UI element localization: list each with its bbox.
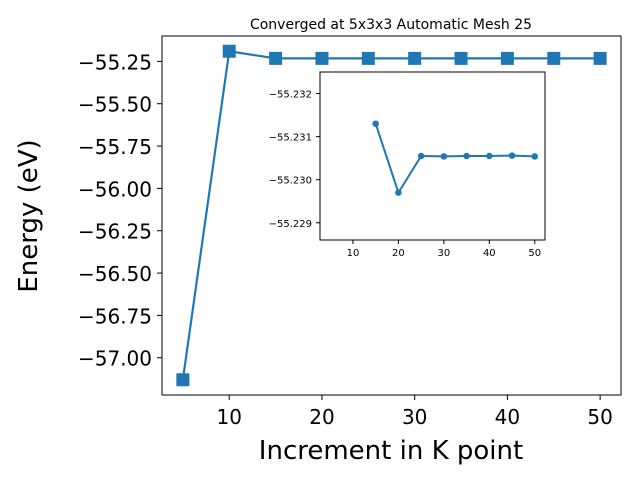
main-data-point (176, 373, 190, 387)
main-y-tick-label: −56.75 (78, 304, 152, 328)
inset-series-line (374, 123, 535, 195)
inset-data-point (372, 120, 379, 127)
chart-title: Converged at 5x3x3 Automatic Mesh 25 (250, 17, 532, 33)
main-data-point (500, 51, 514, 65)
inset-y-tick-label: −55.232 (269, 90, 312, 101)
inset-x-tick-label: 20 (392, 248, 405, 259)
main-x-tick-label: 50 (587, 405, 612, 429)
inset-y-tick-label: −55.231 (269, 133, 312, 144)
main-data-point (269, 51, 283, 65)
x-axis-label: Increment in K point (259, 436, 523, 466)
inset-plot: 10 20 30 40 50 −55.229 −55.230 −55.231 −55.232 (269, 71, 546, 259)
inset-x-tick-label: 50 (528, 248, 541, 259)
main-series-line (181, 49, 601, 380)
inset-data-point (395, 189, 402, 196)
inset-data-point (417, 152, 425, 160)
inset-y-tick-label: −55.230 (269, 176, 312, 187)
inset-data-point (486, 152, 493, 160)
main-x-tick-label: 30 (402, 405, 427, 429)
inset-series (372, 120, 539, 196)
main-x-tick-label: 10 (217, 405, 242, 429)
main-data-point (222, 44, 236, 58)
inset-x-tick-label: 40 (483, 248, 496, 259)
main-y-tick-label: −57.00 (78, 347, 152, 371)
main-data-point (593, 51, 607, 65)
inset-data-point (531, 153, 539, 160)
main-data-point (454, 51, 468, 65)
main-y-tick-label: −55.75 (78, 135, 152, 159)
main-plot: 10 20 30 40 50 −57.00 −56.75 −56.50 −56.25 −56.00… (78, 35, 622, 429)
inset-y-tick-label: −55.229 (269, 219, 312, 230)
main-series (176, 44, 607, 387)
inset-frame (319, 71, 546, 241)
main-data-point (361, 51, 375, 65)
main-data-point (315, 51, 329, 65)
main-y-tick-label: −55.50 (78, 93, 152, 117)
main-y-tick-label: −56.50 (78, 262, 152, 286)
y-axis-label: Energy (eV) (14, 139, 44, 292)
main-y-tick-label: −56.25 (78, 220, 152, 244)
main-y-tick-label: −56.00 (78, 177, 152, 201)
inset-data-point (508, 152, 516, 159)
main-data-point (547, 51, 561, 65)
main-frame (161, 35, 622, 396)
inset-x-tick-label: 30 (437, 248, 450, 259)
inset-data-point (440, 153, 448, 160)
main-x-tick-label: 20 (309, 405, 334, 429)
inset-x-tick-label: 10 (347, 248, 360, 259)
main-y-tick-label: −55.25 (78, 50, 152, 74)
inset-data-point (463, 152, 470, 160)
main-data-point (408, 51, 422, 65)
main-x-tick-label: 40 (495, 405, 520, 429)
